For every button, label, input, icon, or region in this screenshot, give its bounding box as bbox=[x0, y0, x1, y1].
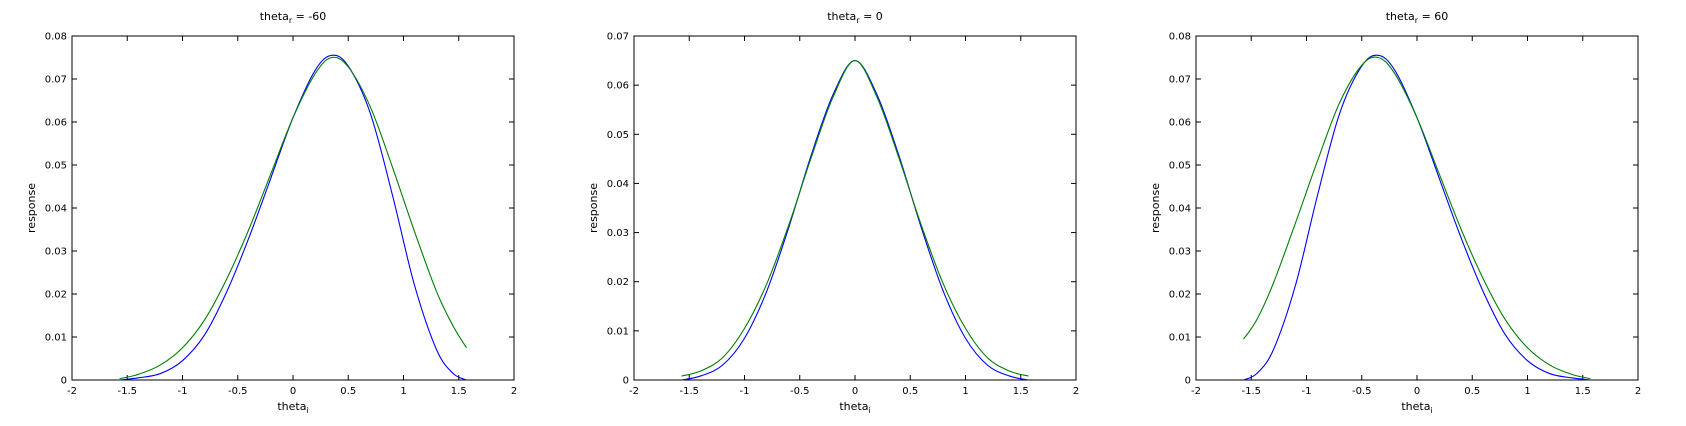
y-tick-label: 0.03 bbox=[607, 228, 629, 239]
y-tick-label: 0 bbox=[61, 376, 67, 387]
plot-title: thetar = 0 bbox=[827, 10, 883, 25]
x-tick-label: 0 bbox=[1414, 386, 1420, 397]
y-tick-label: 0.03 bbox=[45, 247, 67, 258]
series-line-2 bbox=[681, 60, 1029, 377]
x-tick-label: -2 bbox=[67, 386, 77, 397]
y-tick-label: 0.06 bbox=[607, 81, 629, 92]
x-tick-label: -1.5 bbox=[117, 386, 137, 397]
y-tick-label: 0.06 bbox=[1169, 118, 1191, 129]
y-tick-label: 0.08 bbox=[1169, 32, 1191, 43]
x-tick-label: 0.5 bbox=[1464, 386, 1480, 397]
y-tick-label: 0.01 bbox=[607, 326, 629, 337]
plot-frame bbox=[633, 35, 1077, 381]
y-tick-label: 0.07 bbox=[1169, 75, 1191, 86]
series-line-1 bbox=[119, 54, 467, 381]
x-tick-label: 2 bbox=[1073, 386, 1079, 397]
y-tick-label: 0.04 bbox=[45, 204, 67, 215]
y-tick-label: 0.04 bbox=[1169, 204, 1191, 215]
x-tick-label: -1.5 bbox=[1241, 386, 1261, 397]
x-tick-label: -0.5 bbox=[790, 386, 810, 397]
series-line-2 bbox=[1243, 56, 1591, 380]
y-tick-label: 0.03 bbox=[1169, 247, 1191, 258]
y-tick-label: 0 bbox=[623, 376, 629, 387]
x-tick-label: 2 bbox=[1635, 386, 1641, 397]
x-axis-label: thetai bbox=[1401, 400, 1432, 415]
x-tick-label: -2 bbox=[629, 386, 639, 397]
x-tick-label: 0 bbox=[290, 386, 296, 397]
series-line-1 bbox=[681, 60, 1029, 381]
y-tick-label: 0.01 bbox=[45, 333, 67, 344]
y-axis-label: response bbox=[587, 183, 600, 233]
x-tick-label: 1 bbox=[962, 386, 968, 397]
chart-2: thetar = 0 -2 -1.5 -1 -0.5 0 0.5 1 1.5 2 0 0.01 0.02… bbox=[587, 10, 1079, 415]
x-tick-label: -1.5 bbox=[679, 386, 699, 397]
x-tick-label: -1 bbox=[740, 386, 750, 397]
y-tick-label: 0.07 bbox=[45, 75, 67, 86]
y-tick-label: 0.05 bbox=[45, 161, 67, 172]
x-tick-label: -0.5 bbox=[1352, 386, 1372, 397]
y-tick-label: 0.02 bbox=[45, 290, 67, 301]
plot-frame bbox=[1195, 35, 1639, 381]
y-tick-label: 0.08 bbox=[45, 32, 67, 43]
x-tick-label: 1 bbox=[1524, 386, 1530, 397]
chart-3: thetar = 60 -2 -1.5 -1 -0.5 0 0.5 1 1.5 2 0 0.01 0.0… bbox=[1149, 10, 1641, 415]
x-tick-label: 0 bbox=[852, 386, 858, 397]
y-axis-label: response bbox=[25, 183, 38, 233]
x-tick-label: -2 bbox=[1191, 386, 1201, 397]
x-tick-label: 1.5 bbox=[451, 386, 467, 397]
y-tick-label: 0.07 bbox=[607, 32, 629, 43]
plot-title: thetar = -60 bbox=[260, 10, 327, 25]
chart-1: thetar = -60 -2 -1.5 -1 -0.5 0 0.5 1 1.5 2 0 0.01 0.… bbox=[25, 10, 517, 415]
plot-title: thetar = 60 bbox=[1386, 10, 1449, 25]
x-tick-label: 2 bbox=[511, 386, 517, 397]
x-tick-label: -1 bbox=[178, 386, 188, 397]
y-tick-label: 0.05 bbox=[607, 130, 629, 141]
y-tick-label: 0.01 bbox=[1169, 333, 1191, 344]
y-tick-label: 0.05 bbox=[1169, 161, 1191, 172]
x-tick-label: -1 bbox=[1302, 386, 1312, 397]
x-tick-label: 1.5 bbox=[1575, 386, 1591, 397]
y-tick-label: 0.06 bbox=[45, 118, 67, 129]
y-tick-label: 0.02 bbox=[1169, 290, 1191, 301]
x-tick-label: -0.5 bbox=[228, 386, 248, 397]
x-tick-label: 1 bbox=[400, 386, 406, 397]
x-axis-label: thetai bbox=[839, 400, 870, 415]
y-axis-label: response bbox=[1149, 183, 1162, 233]
x-tick-label: 0.5 bbox=[902, 386, 918, 397]
plot-frame bbox=[71, 35, 515, 381]
y-tick-label: 0.04 bbox=[607, 179, 629, 190]
y-tick-label: 0 bbox=[1185, 376, 1191, 387]
x-tick-label: 1.5 bbox=[1013, 386, 1029, 397]
panel-1: thetar = -60 -2 -1.5 -1 -0.5 0 0.5 1 1.5 2 0 0.01 0.… bbox=[0, 0, 562, 422]
y-tick-label: 0.02 bbox=[607, 277, 629, 288]
x-axis-label: thetai bbox=[277, 400, 308, 415]
panel-2: thetar = 0 -2 -1.5 -1 -0.5 0 0.5 1 1.5 2 0 0.01 0.02… bbox=[562, 0, 1124, 422]
series-line-2 bbox=[119, 56, 467, 380]
panel-3: thetar = 60 -2 -1.5 -1 -0.5 0 0.5 1 1.5 2 0 0.01 0.0… bbox=[1124, 0, 1686, 422]
series-line-1 bbox=[1243, 54, 1591, 381]
x-tick-label: 0.5 bbox=[340, 386, 356, 397]
